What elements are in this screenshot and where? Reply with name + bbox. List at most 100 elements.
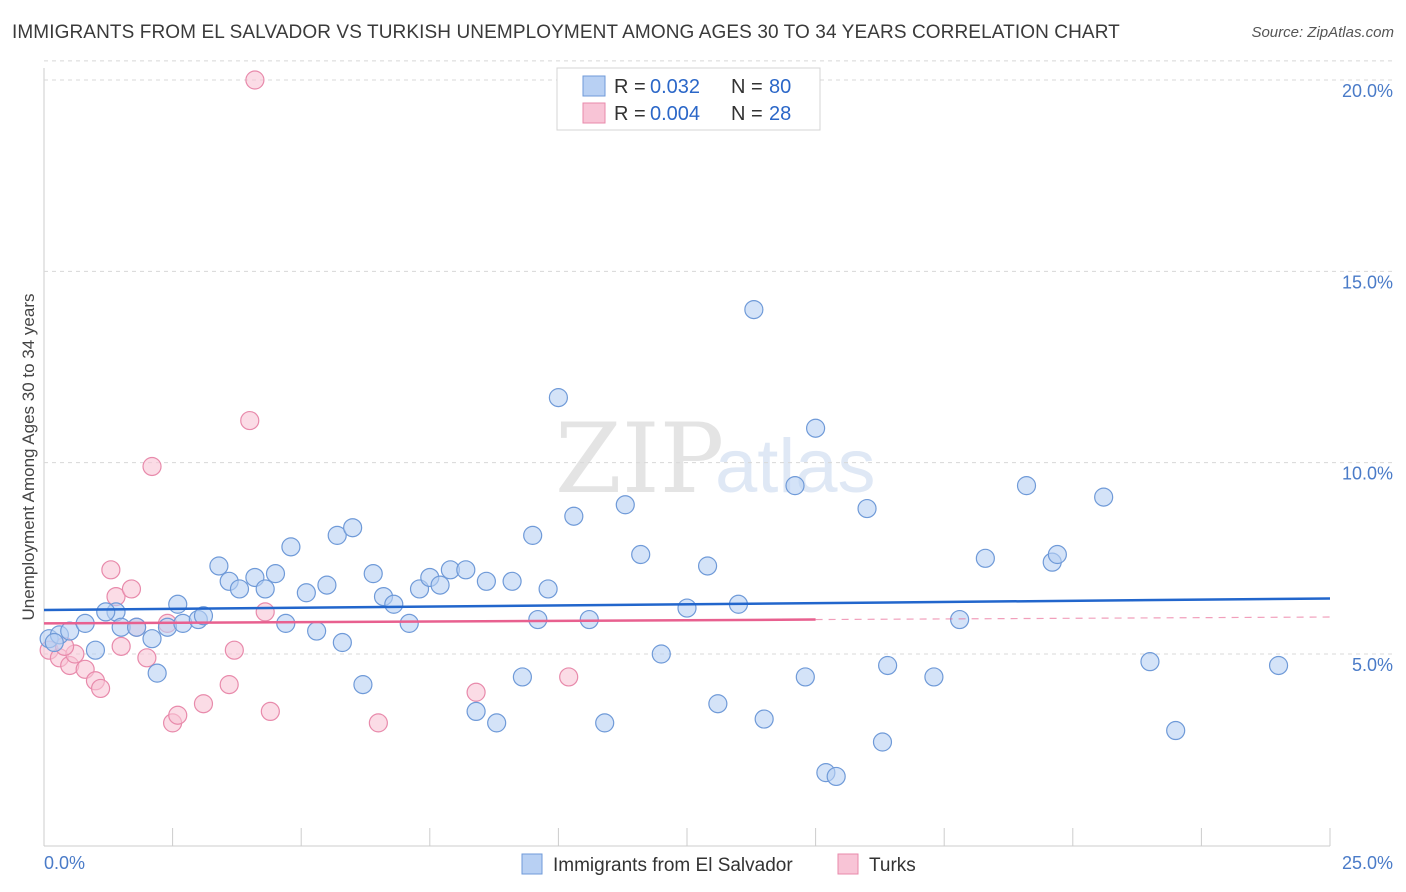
el-salvador-point-58 [744,300,764,320]
el-salvador-point-38 [456,560,476,580]
el-salvador-point-22 [281,537,301,557]
el-salvador-point-71 [1016,476,1037,496]
el-salvador-point-69 [950,609,970,630]
legend-swatch-el-salvador [582,75,606,97]
el-salvador-point-76 [1166,720,1186,741]
el-salvador-point-25 [317,575,337,595]
series-legend-swatch-el-salvador [521,853,543,875]
grid-lines [44,60,1393,655]
el-salvador-point-56 [708,694,728,714]
turks-point-23 [260,701,280,722]
el-salvador-point-32 [384,594,404,614]
turks-point-12 [137,648,157,668]
el-salvador-point-48 [564,506,584,526]
el-salvador-point-51 [615,495,635,515]
x-tick-label-max: 25.0% [1342,853,1393,873]
el-salvador-point-78 [44,632,64,653]
el-salvador-point-54 [677,598,697,618]
el-salvador-point-52 [631,544,651,565]
turks-point-25 [466,682,486,702]
el-salvador-point-27 [332,632,352,653]
turks-point-9 [111,636,131,656]
x-tick-label-min: 0.0% [44,853,85,873]
el-salvador-points [39,300,1289,787]
el-salvador-point-33 [399,613,419,633]
turks-point-24 [368,713,388,733]
legend-n-value-2: 28 [769,103,791,125]
legend-n-label-2: N = [731,103,763,125]
watermark-zip: ZIP [555,403,724,515]
el-salvador-point-43 [512,667,532,687]
trend-line-turks-extension [815,616,1331,621]
turks-point-18 [219,675,239,695]
el-salvador-point-60 [785,476,805,496]
legend-r-value-2: 0.004 [650,103,700,125]
el-salvador-point-41 [487,713,507,733]
el-salvador-point-42 [502,571,522,591]
el-salvador-point-4 [85,640,106,660]
turks-point-7 [101,560,121,580]
legend-r-label-2: R = [614,103,646,125]
turks-point-22 [255,602,275,622]
el-salvador-point-24 [307,621,327,641]
el-salvador-point-29 [353,675,373,695]
el-salvador-point-8 [142,629,162,649]
turks-point-17 [193,694,214,714]
el-salvador-point-20 [265,564,286,584]
stats-legend: R = 0.032 N = 80 R = 0.004 N = 28 [556,67,821,131]
series-legend-label-el-salvador: Immigrants from El Salvador [553,855,793,876]
el-salvador-point-50 [595,713,615,733]
el-salvador-point-36 [430,575,450,595]
el-salvador-point-47 [548,388,569,408]
series-legend: Immigrants from El Salvador Turks [521,853,916,876]
el-salvador-point-73 [1047,544,1067,565]
legend-swatch-turks [582,102,606,124]
el-salvador-point-26 [327,525,347,545]
watermark-atlas: atlas [715,424,876,509]
el-salvador-point-9 [147,663,167,683]
el-salvador-point-67 [878,655,898,676]
turks-point-16 [168,705,188,725]
el-salvador-point-15 [209,556,229,576]
x-axis-ticks [43,828,1331,846]
turks-point-26 [559,667,579,687]
el-salvador-point-53 [651,644,671,664]
y-axis-label: Unemployment Among Ages 30 to 34 years [19,294,38,621]
el-salvador-point-66 [872,732,893,752]
el-salvador-point-46 [538,579,558,599]
el-salvador-point-79 [96,602,116,622]
el-salvador-point-77 [1268,655,1289,676]
el-salvador-point-40 [476,571,496,591]
el-salvador-point-70 [975,548,995,568]
legend-r-value-1: 0.032 [650,76,700,98]
turks-point-6 [90,678,111,699]
y-tick-label-5: 5.0% [1352,655,1393,675]
turks-point-20 [240,410,260,431]
y-tick-label-10: 10.0% [1342,464,1393,484]
el-salvador-point-11 [168,594,188,614]
watermark: ZIP atlas [555,403,876,515]
legend-n-value-1: 80 [769,76,791,98]
series-legend-label-turks: Turks [869,855,916,876]
turks-points [39,70,579,733]
legend-n-label-1: N = [731,76,763,98]
y-tick-label-20: 20.0% [1342,81,1393,101]
el-salvador-point-59 [754,709,774,729]
el-salvador-point-44 [523,525,543,545]
el-salvador-point-68 [924,667,944,687]
el-salvador-point-7 [126,617,147,637]
trend-line-el-salvador [43,597,1331,612]
el-salvador-point-55 [697,556,718,576]
el-salvador-point-62 [805,418,826,438]
source-credit: Source: ZipAtlas.com [1251,24,1394,41]
el-salvador-point-30 [363,564,383,584]
el-salvador-point-65 [857,498,877,519]
turks-point-10 [121,579,142,599]
trend-lines [43,597,1331,625]
turks-point-13 [142,456,162,477]
el-salvador-point-39 [466,701,486,722]
el-salvador-point-75 [1140,652,1160,672]
legend-r-label-1: R = [614,76,646,98]
el-salvador-point-61 [795,667,815,687]
